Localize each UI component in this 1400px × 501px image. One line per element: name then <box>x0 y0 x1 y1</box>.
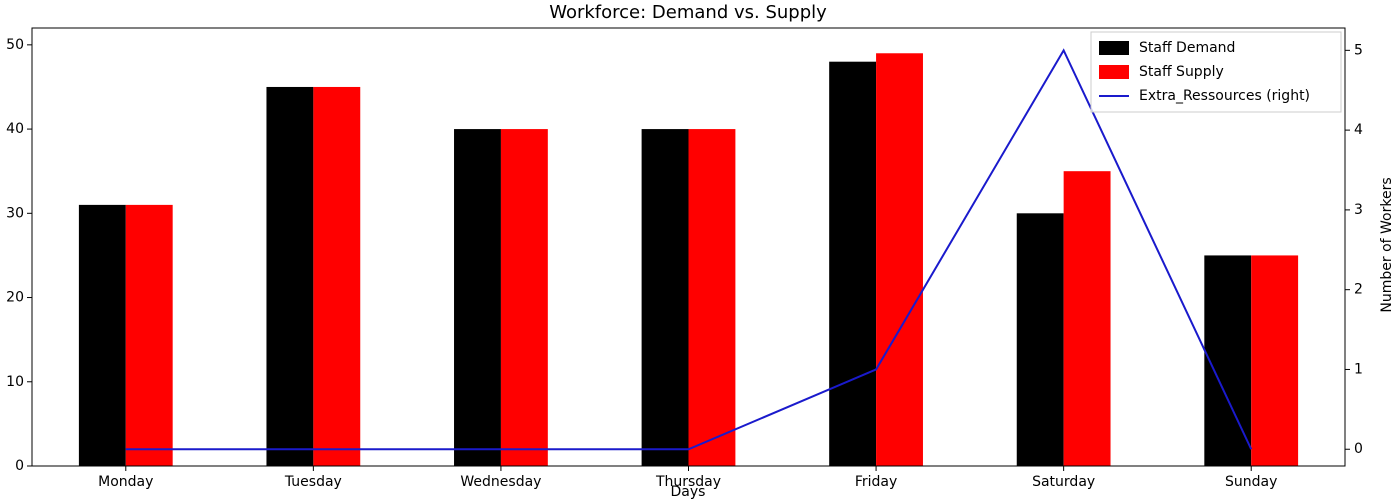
y2-tick-label: 0 <box>1354 441 1363 457</box>
bar <box>829 61 877 466</box>
legend-label: Staff Demand <box>1139 40 1235 56</box>
bar <box>266 86 314 466</box>
y-tick-label: 40 <box>6 121 24 137</box>
bar <box>1251 255 1299 466</box>
y2-tick-label: 5 <box>1354 42 1363 58</box>
x-tick-label: Saturday <box>1032 474 1095 490</box>
x-tick-label: Thursday <box>655 474 721 490</box>
y2-axis-label: Number of Workers <box>1379 177 1395 312</box>
bar <box>78 204 126 466</box>
x-tick-label: Friday <box>855 474 897 490</box>
legend-swatch <box>1099 65 1129 79</box>
y-tick-label: 20 <box>6 290 24 306</box>
legend-swatch <box>1099 41 1129 55</box>
x-tick-label: Tuesday <box>284 474 342 490</box>
legend-box <box>1090 31 1342 113</box>
y-tick-label: 0 <box>15 458 24 474</box>
bar <box>313 86 361 466</box>
y2-tick-label: 1 <box>1354 361 1363 377</box>
x-tick-label: Monday <box>98 474 153 490</box>
bar <box>876 53 923 467</box>
legend-label: Staff Supply <box>1139 64 1224 80</box>
bar <box>500 129 548 467</box>
y2-tick-label: 4 <box>1354 122 1363 138</box>
y2-tick-label: 3 <box>1354 202 1363 218</box>
x-tick-label: Sunday <box>1225 474 1277 490</box>
x-tick-label: Wednesday <box>460 474 541 490</box>
y-tick-label: 10 <box>6 374 24 390</box>
bar <box>1063 171 1111 466</box>
plot-frame <box>31 27 1346 467</box>
legend-label: Extra_Ressources (right) <box>1139 88 1310 104</box>
y2-tick-label: 2 <box>1354 282 1363 298</box>
x-axis-label: Days <box>671 484 706 500</box>
line <box>125 48 1253 451</box>
bar <box>454 129 501 467</box>
bar <box>688 129 736 467</box>
bar <box>125 204 173 466</box>
bar <box>641 129 689 467</box>
y-tick-label: 30 <box>6 205 24 221</box>
chart-title: Workforce: Demand vs. Supply <box>549 2 827 23</box>
y-tick-label: 50 <box>6 37 24 53</box>
bar <box>1016 213 1064 466</box>
